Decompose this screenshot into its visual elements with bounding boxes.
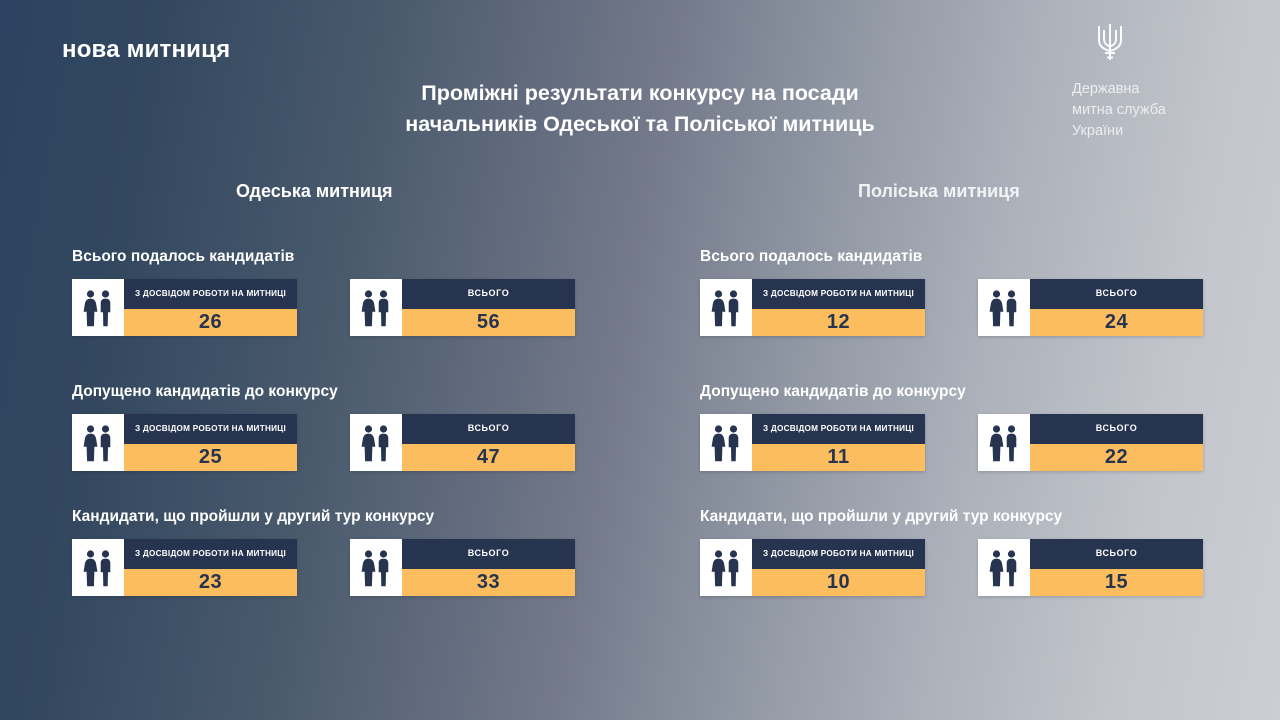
stat-card-experience: З ДОСВІДОМ РОБОТИ НА МИТНИЦІ 11 <box>700 414 925 471</box>
people-pair-icon <box>350 539 402 596</box>
stat-card-body: З ДОСВІДОМ РОБОТИ НА МИТНИЦІ 23 <box>124 539 297 596</box>
card-spacer <box>925 539 978 596</box>
people-pair-icon <box>350 279 402 336</box>
stat-card-caption: З ДОСВІДОМ РОБОТИ НА МИТНИЦІ <box>752 414 925 444</box>
stat-card-total: ВСЬОГО 47 <box>350 414 575 471</box>
people-pair-icon <box>72 279 124 336</box>
page-title-line-2: начальників Одеської та Поліської митниц… <box>405 111 875 136</box>
stat-group: Всього подалось кандидатів З ДОСВІДОМ РО… <box>700 248 1203 336</box>
stat-card-row: З ДОСВІДОМ РОБОТИ НА МИТНИЦІ 10 ВСЬОГО 1… <box>700 539 1203 596</box>
stat-card-body: ВСЬОГО 22 <box>1030 414 1203 471</box>
stat-group-label: Кандидати, що пройшли у другий тур конку… <box>72 508 435 525</box>
organization-name: Державна митна служба України <box>1072 79 1252 142</box>
stat-card-total: ВСЬОГО 56 <box>350 279 575 336</box>
people-pair-icon <box>72 414 124 471</box>
people-pair-icon <box>700 414 752 471</box>
stat-group: Кандидати, що пройшли у другий тур конку… <box>72 508 575 596</box>
stat-card-caption: ВСЬОГО <box>402 539 575 569</box>
stat-card-caption: ВСЬОГО <box>1030 279 1203 309</box>
card-spacer <box>925 414 978 471</box>
stat-group-label: Допущено кандидатів до конкурсу <box>700 383 966 400</box>
stat-card-row: З ДОСВІДОМ РОБОТИ НА МИТНИЦІ 26 ВСЬОГО 5… <box>72 279 575 336</box>
people-pair-icon <box>700 539 752 596</box>
stat-card-experience: З ДОСВІДОМ РОБОТИ НА МИТНИЦІ 12 <box>700 279 925 336</box>
stat-card-value: 24 <box>1030 309 1203 336</box>
people-pair-icon <box>72 539 124 596</box>
stat-card-value: 56 <box>402 309 575 336</box>
stat-card-caption: ВСЬОГО <box>1030 414 1203 444</box>
stat-card-caption: ВСЬОГО <box>1030 539 1203 569</box>
people-pair-icon <box>700 279 752 336</box>
brand-title: нова митниця <box>62 36 231 63</box>
page-title: Проміжні результати конкурсу на посади н… <box>300 78 980 139</box>
card-spacer <box>297 279 350 336</box>
stat-card-value: 23 <box>124 569 297 596</box>
stat-card-value: 26 <box>124 309 297 336</box>
stat-card-body: ВСЬОГО 33 <box>402 539 575 596</box>
stat-card-caption: З ДОСВІДОМ РОБОТИ НА МИТНИЦІ <box>752 539 925 569</box>
stat-group: Допущено кандидатів до конкурсу З ДОСВІД… <box>700 383 1203 471</box>
stat-card-body: З ДОСВІДОМ РОБОТИ НА МИТНИЦІ 25 <box>124 414 297 471</box>
stat-group-label: Допущено кандидатів до конкурсу <box>72 383 338 400</box>
stat-card-row: З ДОСВІДОМ РОБОТИ НА МИТНИЦІ 12 ВСЬОГО 2… <box>700 279 1203 336</box>
stat-group-label: Всього подалось кандидатів <box>700 248 923 265</box>
organization-logo: Державна митна служба України <box>1072 20 1252 142</box>
stat-card-row: З ДОСВІДОМ РОБОТИ НА МИТНИЦІ 11 ВСЬОГО 2… <box>700 414 1203 471</box>
stat-card-row: З ДОСВІДОМ РОБОТИ НА МИТНИЦІ 23 ВСЬОГО 3… <box>72 539 575 596</box>
stat-group: Кандидати, що пройшли у другий тур конку… <box>700 508 1203 596</box>
stat-card-caption: ВСЬОГО <box>402 279 575 309</box>
stat-card-body: ВСЬОГО 24 <box>1030 279 1203 336</box>
page-title-line-1: Проміжні результати конкурсу на посади <box>421 81 859 105</box>
stat-card-experience: З ДОСВІДОМ РОБОТИ НА МИТНИЦІ 26 <box>72 279 297 336</box>
card-spacer <box>925 279 978 336</box>
stat-card-total: ВСЬОГО 22 <box>978 414 1203 471</box>
stat-card-body: З ДОСВІДОМ РОБОТИ НА МИТНИЦІ 26 <box>124 279 297 336</box>
people-pair-icon <box>978 539 1030 596</box>
organization-name-line-3: України <box>1072 123 1124 140</box>
stat-card-total: ВСЬОГО 24 <box>978 279 1203 336</box>
column-header-poliska: Поліська митниця <box>858 181 1020 201</box>
stat-card-caption: З ДОСВІДОМ РОБОТИ НА МИТНИЦІ <box>752 279 925 309</box>
stat-group: Допущено кандидатів до конкурсу З ДОСВІД… <box>72 383 575 471</box>
stat-card-caption: ВСЬОГО <box>402 414 575 444</box>
tryzub-icon <box>1095 20 1252 69</box>
stat-card-total: ВСЬОГО 33 <box>350 539 575 596</box>
stat-card-value: 11 <box>752 444 925 471</box>
stat-card-body: ВСЬОГО 56 <box>402 279 575 336</box>
stat-card-value: 10 <box>752 569 925 596</box>
stat-card-row: З ДОСВІДОМ РОБОТИ НА МИТНИЦІ 25 ВСЬОГО 4… <box>72 414 575 471</box>
stat-card-body: З ДОСВІДОМ РОБОТИ НА МИТНИЦІ 12 <box>752 279 925 336</box>
card-spacer <box>297 539 350 596</box>
card-spacer <box>297 414 350 471</box>
stat-card-value: 25 <box>124 444 297 471</box>
stat-card-experience: З ДОСВІДОМ РОБОТИ НА МИТНИЦІ 25 <box>72 414 297 471</box>
stat-card-value: 47 <box>402 444 575 471</box>
organization-name-line-2: митна служба <box>1072 102 1166 119</box>
stat-card-value: 12 <box>752 309 925 336</box>
stat-card-caption: З ДОСВІДОМ РОБОТИ НА МИТНИЦІ <box>124 539 297 569</box>
stat-card-caption: З ДОСВІДОМ РОБОТИ НА МИТНИЦІ <box>124 279 297 309</box>
stat-card-body: ВСЬОГО 15 <box>1030 539 1203 596</box>
organization-name-line-1: Державна <box>1072 81 1140 97</box>
stat-card-experience: З ДОСВІДОМ РОБОТИ НА МИТНИЦІ 23 <box>72 539 297 596</box>
stat-group-label: Всього подалось кандидатів <box>72 248 295 265</box>
stat-card-total: ВСЬОГО 15 <box>978 539 1203 596</box>
people-pair-icon <box>978 414 1030 471</box>
people-pair-icon <box>978 279 1030 336</box>
stat-group: Всього подалось кандидатів З ДОСВІДОМ РО… <box>72 248 575 336</box>
stat-card-body: ВСЬОГО 47 <box>402 414 575 471</box>
stat-card-value: 22 <box>1030 444 1203 471</box>
stat-card-value: 33 <box>402 569 575 596</box>
stat-group-label: Кандидати, що пройшли у другий тур конку… <box>700 508 1063 525</box>
stat-card-body: З ДОСВІДОМ РОБОТИ НА МИТНИЦІ 10 <box>752 539 925 596</box>
stat-card-body: З ДОСВІДОМ РОБОТИ НА МИТНИЦІ 11 <box>752 414 925 471</box>
stat-card-experience: З ДОСВІДОМ РОБОТИ НА МИТНИЦІ 10 <box>700 539 925 596</box>
people-pair-icon <box>350 414 402 471</box>
stat-card-value: 15 <box>1030 569 1203 596</box>
stat-card-caption: З ДОСВІДОМ РОБОТИ НА МИТНИЦІ <box>124 414 297 444</box>
column-header-odeska: Одеська митниця <box>236 181 393 201</box>
